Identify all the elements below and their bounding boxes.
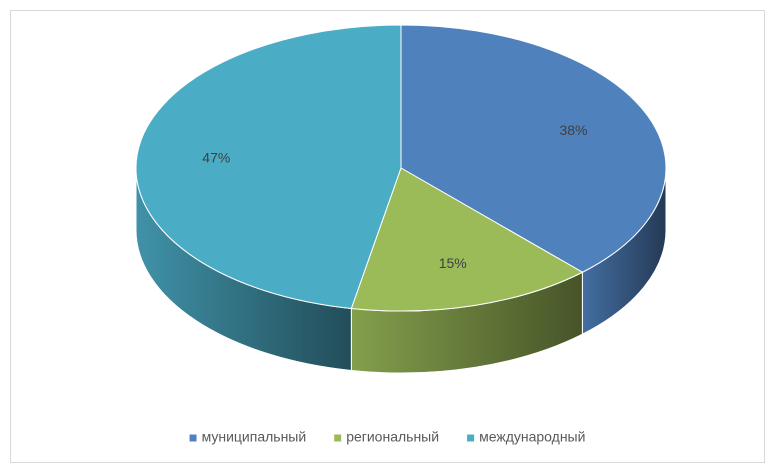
data-label: 47% [202, 149, 230, 165]
legend-label: региональный [346, 429, 439, 445]
data-label: 15% [439, 255, 467, 271]
data-label: 38% [559, 122, 587, 138]
legend-label: международный [479, 429, 585, 445]
legend-swatch [467, 434, 475, 442]
pie-slice [400, 24, 667, 273]
legend: муниципальный региональный международный [189, 429, 585, 445]
legend-label: муниципальный [202, 429, 307, 445]
legend-swatch [189, 434, 197, 442]
legend-swatch [334, 434, 342, 442]
pie-slice [350, 167, 584, 312]
pie-slice [135, 24, 402, 310]
